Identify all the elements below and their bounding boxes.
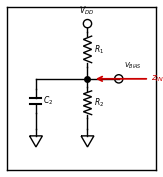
- Text: $V_{BIAS}$: $V_{BIAS}$: [124, 61, 142, 72]
- Text: $C_2$: $C_2$: [43, 95, 53, 107]
- Text: $z_{IN}$: $z_{IN}$: [151, 74, 163, 84]
- Text: $R_1$: $R_1$: [94, 43, 104, 56]
- Text: $R_2$: $R_2$: [94, 96, 104, 109]
- Text: $V_{DD}$: $V_{DD}$: [79, 4, 94, 17]
